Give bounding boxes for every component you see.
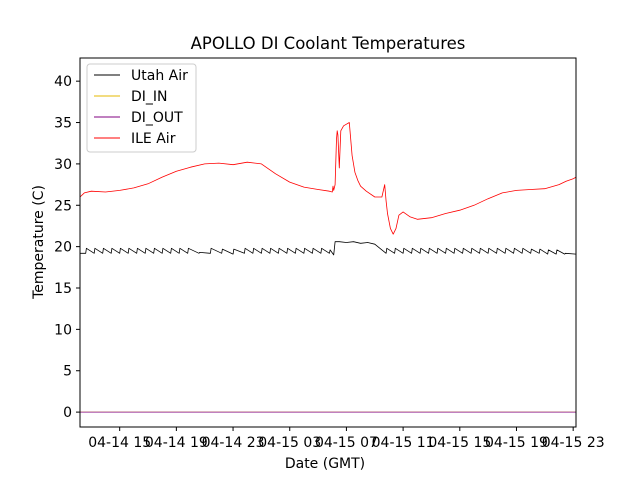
x-tick-label: 04-15 03 bbox=[258, 435, 321, 451]
x-tick-label: 04-14 19 bbox=[145, 435, 208, 451]
legend-frame bbox=[86, 63, 197, 153]
x-tick-label: 04-14 15 bbox=[88, 435, 151, 451]
plot-area bbox=[79, 122, 577, 413]
series-line-utah-air bbox=[80, 241, 577, 256]
legend-label-di-in: DI_IN bbox=[131, 89, 168, 105]
legend: Utah Air DI_IN DI_OUT ILE Air bbox=[86, 63, 197, 153]
x-tick-label: 04-15 07 bbox=[315, 435, 378, 451]
x-tick-label: 04-15 15 bbox=[428, 435, 491, 451]
legend-label-ile-air: ILE Air bbox=[131, 131, 176, 147]
y-tick-label: 10 bbox=[54, 322, 72, 338]
y-tick-label: 15 bbox=[54, 281, 72, 297]
plot-frame bbox=[79, 57, 577, 428]
x-tick-label: 04-15 19 bbox=[485, 435, 548, 451]
y-axis-ticks: 0 5 10 15 20 25 30 35 40 bbox=[54, 74, 80, 421]
x-tick-label: 04-15 11 bbox=[372, 435, 435, 451]
y-tick-label: 5 bbox=[63, 364, 72, 380]
x-axis-label: Date (GMT) bbox=[285, 456, 365, 472]
y-tick-label: 40 bbox=[54, 74, 72, 90]
y-tick-label: 30 bbox=[54, 157, 72, 173]
series-line-ile-air bbox=[79, 122, 577, 235]
chart-title: APOLLO DI Coolant Temperatures bbox=[191, 34, 466, 53]
series-lines bbox=[79, 122, 577, 413]
y-axis-label: Temperature (C) bbox=[31, 185, 47, 300]
x-tick-label: 04-14 23 bbox=[202, 435, 265, 451]
y-tick-label: 35 bbox=[54, 116, 72, 132]
x-tick-label: 04-15 23 bbox=[542, 435, 605, 451]
y-tick-label: 0 bbox=[63, 405, 72, 421]
legend-label-utah-air: Utah Air bbox=[131, 68, 188, 84]
y-tick-label: 20 bbox=[54, 240, 72, 256]
legend-label-di-out: DI_OUT bbox=[131, 110, 183, 126]
y-tick-label: 25 bbox=[54, 198, 72, 214]
